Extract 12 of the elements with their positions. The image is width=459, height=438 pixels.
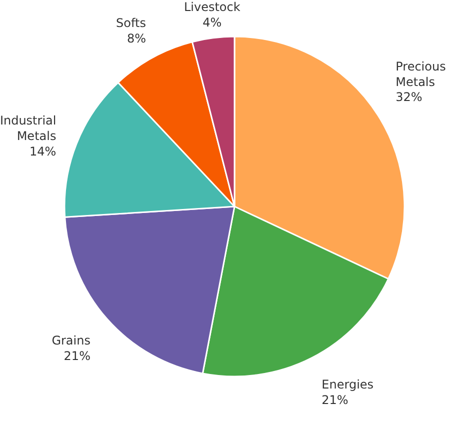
slice-label: Industrial Metals <box>0 114 56 143</box>
slice-label: Energies <box>322 378 374 392</box>
data-label: 14% <box>30 144 56 158</box>
slice-label: Softs <box>116 16 146 30</box>
slice-label: Grains <box>52 333 90 348</box>
slice-label: Livestock <box>184 0 240 14</box>
data-label: 32% <box>396 90 422 104</box>
data-label: 21% <box>64 348 90 363</box>
data-label: 8% <box>126 31 146 46</box>
data-label: 21% <box>322 392 348 407</box>
slice-label: Precious Metals <box>396 59 446 89</box>
data-label: 4% <box>202 15 222 30</box>
